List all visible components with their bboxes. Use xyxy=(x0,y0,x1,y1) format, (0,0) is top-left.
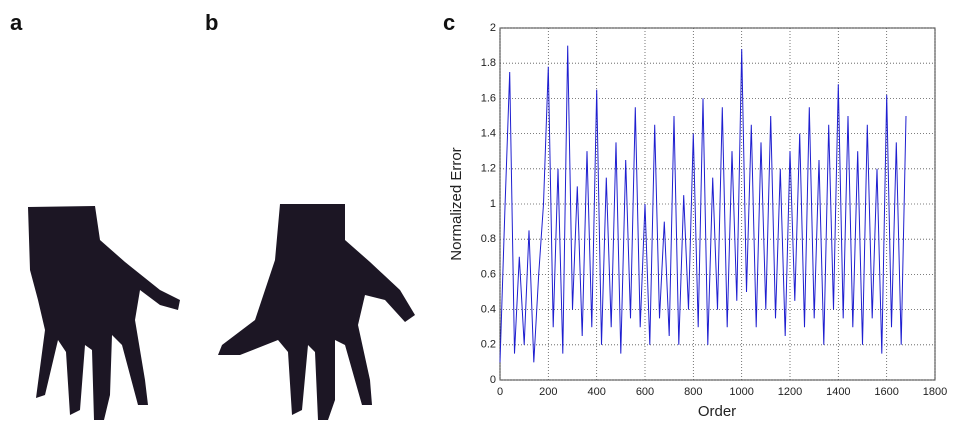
y-tick-label: 1.2 xyxy=(481,163,496,175)
x-tick-label: 1200 xyxy=(778,386,802,398)
y-tick-label: 0.2 xyxy=(481,339,496,351)
x-axis-label: Order xyxy=(698,403,736,420)
hand-silhouette xyxy=(28,206,180,420)
panel-label: b xyxy=(205,10,218,35)
y-tick-label: 1.4 xyxy=(481,128,496,140)
x-tick-label: 400 xyxy=(587,386,605,398)
y-tick-label: 1.6 xyxy=(481,92,496,104)
x-tick-label: 800 xyxy=(684,386,702,398)
x-tick-label: 200 xyxy=(539,386,557,398)
x-tick-label: 1600 xyxy=(874,386,898,398)
panel-label: a xyxy=(10,10,23,35)
plot: 0 0.2 0.4 0.6 0.8 1 1.2 1.4 1.6 1.8 2 0 200 400 600 800… xyxy=(481,22,948,398)
y-tick-label: 0.8 xyxy=(481,233,496,245)
x-tick-label: 0 xyxy=(497,386,503,398)
x-tick-label: 1800 xyxy=(923,386,947,398)
y-tick-label: 0.4 xyxy=(481,304,496,316)
data-line xyxy=(499,45,907,363)
y-tick-label: 0 xyxy=(490,374,496,386)
x-tick-label: 1000 xyxy=(729,386,753,398)
panel-label: c xyxy=(443,10,455,35)
hand-silhouette xyxy=(218,204,415,420)
y-tick-label: 0.6 xyxy=(481,268,496,280)
y-tick-label: 1 xyxy=(490,198,496,210)
x-tick-label: 1400 xyxy=(826,386,850,398)
y-tick-label: 2 xyxy=(490,22,496,34)
y-axis-label: Normalized Error xyxy=(448,147,465,260)
x-tick-label: 600 xyxy=(636,386,654,398)
y-tick-label: 1.8 xyxy=(481,57,496,69)
